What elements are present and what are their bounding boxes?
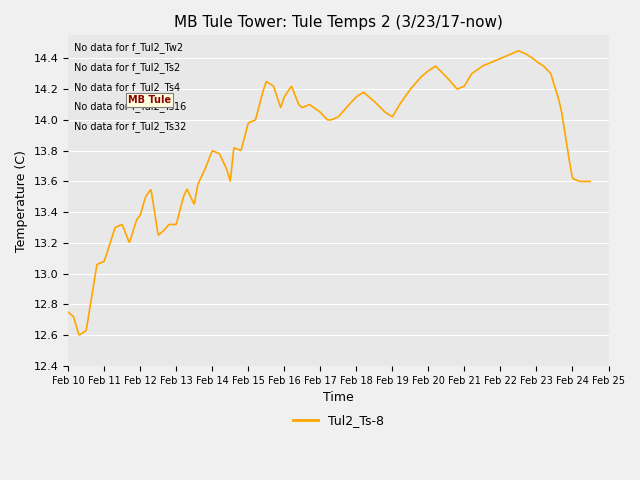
X-axis label: Time: Time [323,391,354,404]
Legend: Tul2_Ts-8: Tul2_Ts-8 [288,409,389,432]
Text: No data for f_Tul2_Ts2: No data for f_Tul2_Ts2 [74,62,180,72]
Text: No data for f_Tul2_Ts16: No data for f_Tul2_Ts16 [74,101,186,112]
Text: MB Tule: MB Tule [127,95,171,105]
Text: No data for f_Tul2_Tw2: No data for f_Tul2_Tw2 [74,42,182,53]
Text: No data for f_Tul2_Ts32: No data for f_Tul2_Ts32 [74,121,186,132]
Text: No data for f_Tul2_Ts4: No data for f_Tul2_Ts4 [74,82,180,93]
Title: MB Tule Tower: Tule Temps 2 (3/23/17-now): MB Tule Tower: Tule Temps 2 (3/23/17-now… [174,15,503,30]
Y-axis label: Temperature (C): Temperature (C) [15,150,28,252]
